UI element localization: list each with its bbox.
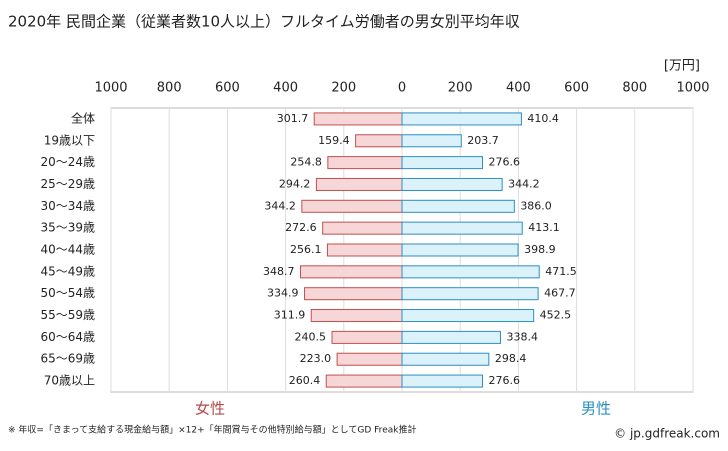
data-label: 272.6 xyxy=(285,221,317,234)
x-tick-label: 800 xyxy=(157,81,182,96)
bar xyxy=(301,199,403,213)
y-tick-label: 全体 xyxy=(71,110,95,125)
chart-title: 2020年 民間企業（従業者数10人以上）フルタイム労働者の男女別平均年収 xyxy=(8,13,520,31)
unit-label: [万円] xyxy=(664,59,700,74)
bar xyxy=(401,287,539,301)
data-label: 334.9 xyxy=(267,287,299,300)
y-tick-label: 19歳以下 xyxy=(44,133,95,147)
bar xyxy=(401,265,540,279)
y-tick-label: 25～29歳 xyxy=(40,177,95,191)
data-label: 386.0 xyxy=(520,199,552,212)
x-tick-label: 600 xyxy=(215,81,240,96)
y-tick-label: 45～49歳 xyxy=(40,264,95,278)
bar xyxy=(313,112,403,126)
x-tick-label: 400 xyxy=(273,81,298,96)
y-tick-label: 65～69歳 xyxy=(40,352,95,366)
data-label: 338.4 xyxy=(506,330,537,343)
x-tick-label: 1000 xyxy=(94,81,127,96)
data-label: 452.5 xyxy=(540,309,572,322)
credit: © jp.gdfreak.com xyxy=(614,427,720,441)
data-label: 260.4 xyxy=(289,374,321,387)
bar xyxy=(401,330,501,344)
bar xyxy=(401,243,519,257)
data-label: 344.2 xyxy=(508,177,540,190)
legend-label: 男性 xyxy=(581,400,611,418)
data-label: 344.2 xyxy=(264,199,296,212)
bar xyxy=(401,112,522,126)
y-tick-label: 70歳以上 xyxy=(44,374,95,388)
bar xyxy=(401,199,515,213)
x-tick-label: 800 xyxy=(622,81,647,96)
y-tick-label: 40～44歳 xyxy=(40,243,95,257)
data-label: 348.7 xyxy=(263,265,295,278)
y-tick-label: 50～54歳 xyxy=(40,286,95,300)
bar xyxy=(331,330,403,344)
data-label: 413.1 xyxy=(528,221,560,234)
x-tick-label: 200 xyxy=(331,81,356,96)
x-tick-label: 400 xyxy=(506,81,531,96)
bar xyxy=(401,309,535,323)
data-label: 276.6 xyxy=(488,374,520,387)
data-label: 410.4 xyxy=(527,112,559,125)
legend-label: 女性 xyxy=(195,400,225,418)
bar xyxy=(401,134,462,148)
bar xyxy=(325,374,403,388)
data-label: 298.4 xyxy=(495,352,527,365)
bar xyxy=(401,177,503,191)
x-tick-label: 0 xyxy=(398,81,406,96)
data-label: 240.5 xyxy=(295,330,327,343)
data-label: 254.8 xyxy=(290,156,322,169)
data-label: 467.7 xyxy=(544,287,576,300)
x-tick-label: 1000 xyxy=(676,81,709,96)
bar xyxy=(327,156,403,170)
data-label: 256.1 xyxy=(290,243,322,256)
x-tick-label: 600 xyxy=(564,81,589,96)
data-label: 223.0 xyxy=(300,352,332,365)
bar xyxy=(315,177,403,191)
data-label: 311.9 xyxy=(274,309,306,322)
bar xyxy=(355,134,403,148)
bar xyxy=(326,243,403,257)
data-label: 203.7 xyxy=(467,134,499,147)
data-label: 471.5 xyxy=(545,265,577,278)
data-label: 294.2 xyxy=(279,177,311,190)
bar xyxy=(401,374,483,388)
data-label: 159.4 xyxy=(318,134,350,147)
data-label: 301.7 xyxy=(277,112,309,125)
bar xyxy=(401,221,523,235)
y-tick-label: 35～39歳 xyxy=(40,221,95,235)
y-tick-label: 30～34歳 xyxy=(40,199,95,213)
bar xyxy=(401,352,490,366)
x-tick-label: 200 xyxy=(448,81,473,96)
bar xyxy=(336,352,403,366)
bar xyxy=(310,309,403,323)
bar xyxy=(304,287,403,301)
bar xyxy=(322,221,403,235)
y-tick-label: 60～64歳 xyxy=(40,330,95,344)
y-tick-label: 20～24歳 xyxy=(40,155,95,169)
footnote: ※ 年収=「きまって支給する現金給与額」×12+「年間賞与その他特別給与額」とし… xyxy=(8,424,416,436)
y-tick-label: 55～59歳 xyxy=(40,308,95,322)
data-label: 398.9 xyxy=(524,243,556,256)
data-label: 276.6 xyxy=(488,156,520,169)
bar xyxy=(401,156,483,170)
bar xyxy=(300,265,403,279)
